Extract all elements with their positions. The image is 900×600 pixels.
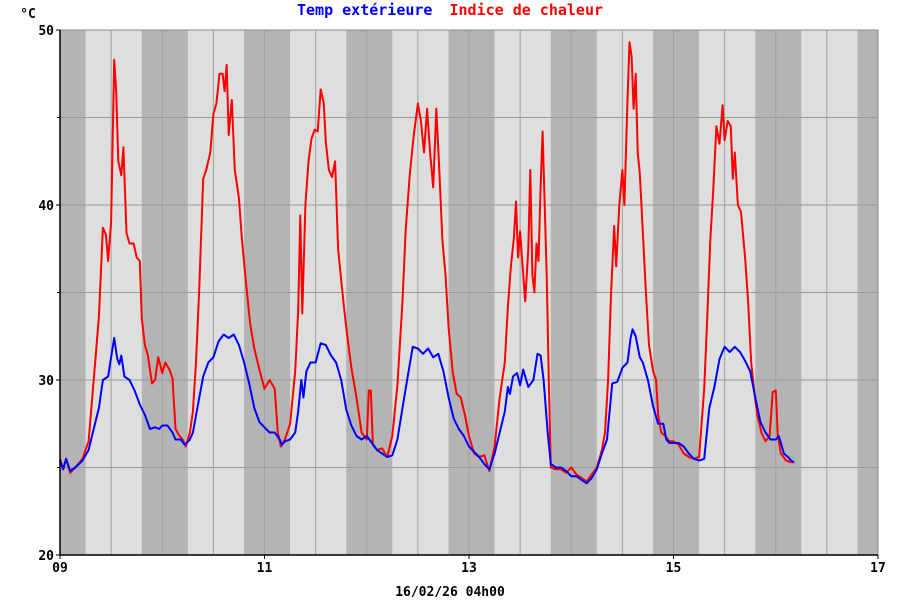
y-unit-label: °C [20,7,36,22]
x-axis-label: 16/02/26 04h00 [395,585,505,600]
series-line-temp-exterieure [59,328,795,485]
series-line-indice-de-chaleur [59,41,795,483]
series-layer [59,41,795,485]
y-tick-label: 50 [38,24,54,39]
title-series-temp-exterieure: Temp extérieure [297,1,432,19]
chart-title: Temp extérieure Indice de chaleur [297,1,603,19]
y-tick-label: 30 [38,374,54,389]
x-tick-label: 09 [52,561,68,576]
grid-lines [60,30,878,555]
x-tick-label: 15 [666,561,682,576]
x-tick-label: 11 [257,561,273,576]
axes: 20 30 40 50 09 11 13 15 17 [38,24,885,576]
y-tick-label: 20 [38,549,54,564]
title-series-indice-de-chaleur: Indice de chaleur [449,1,603,19]
x-tick-label: 17 [870,561,886,576]
x-tick-label: 13 [461,561,477,576]
y-tick-label: 40 [38,199,54,214]
